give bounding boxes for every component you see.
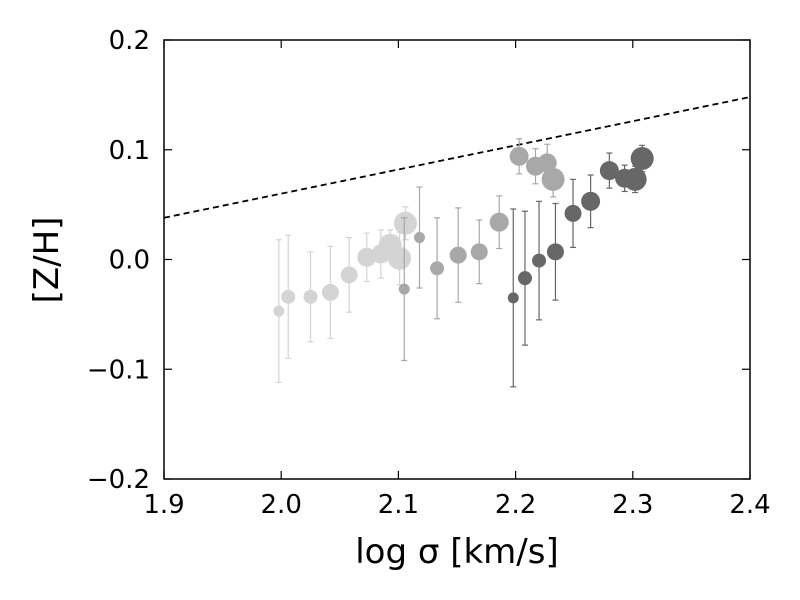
data-point: [393, 211, 417, 235]
data-point: [470, 243, 488, 261]
data-point: [581, 191, 601, 211]
data-point: [541, 167, 565, 191]
data-point: [281, 289, 296, 304]
data-point: [509, 146, 529, 166]
data-point: [532, 253, 547, 268]
data-layer: [163, 96, 751, 388]
data-point: [340, 266, 358, 284]
x-tick-label: 2.3: [612, 490, 653, 520]
y-axis-label: [Z/H]: [27, 217, 67, 304]
y-tick-label: 0.1: [109, 136, 150, 166]
data-point: [321, 283, 339, 301]
data-point: [430, 261, 445, 276]
data-point: [489, 212, 509, 232]
series-2: [398, 138, 565, 362]
x-tick-label: 2.2: [495, 490, 536, 520]
data-point: [413, 232, 425, 244]
data-point: [398, 283, 410, 295]
x-tick-label: 2.0: [261, 490, 302, 520]
tick-layer: 1.9 2.0 2.1 2.2 2.3 2.4 −0.2 −0.1 0.0 0.1 0.2: [87, 26, 771, 520]
y-tick-label: 0.2: [109, 26, 150, 56]
x-tick-label: 1.9: [143, 490, 184, 520]
data-point: [564, 204, 582, 222]
data-point: [623, 167, 647, 191]
x-tick-label: 2.4: [729, 490, 770, 520]
y-tick-label: −0.2: [87, 465, 150, 495]
series-1: [273, 206, 417, 384]
data-point: [537, 153, 557, 173]
data-point: [599, 161, 619, 181]
data-point: [303, 289, 318, 304]
y-tick-label: 0.0: [109, 246, 150, 276]
x-axis-label: log σ [km/s]: [355, 532, 559, 572]
x-tick-label: 2.1: [378, 490, 419, 520]
data-point: [546, 243, 564, 261]
data-point: [507, 292, 519, 304]
data-point: [273, 305, 285, 317]
data-point: [630, 147, 654, 171]
data-point: [449, 246, 467, 264]
series-3: [507, 144, 654, 388]
y-tick-label: −0.1: [87, 355, 150, 385]
data-point: [388, 246, 412, 270]
data-point: [517, 271, 532, 286]
